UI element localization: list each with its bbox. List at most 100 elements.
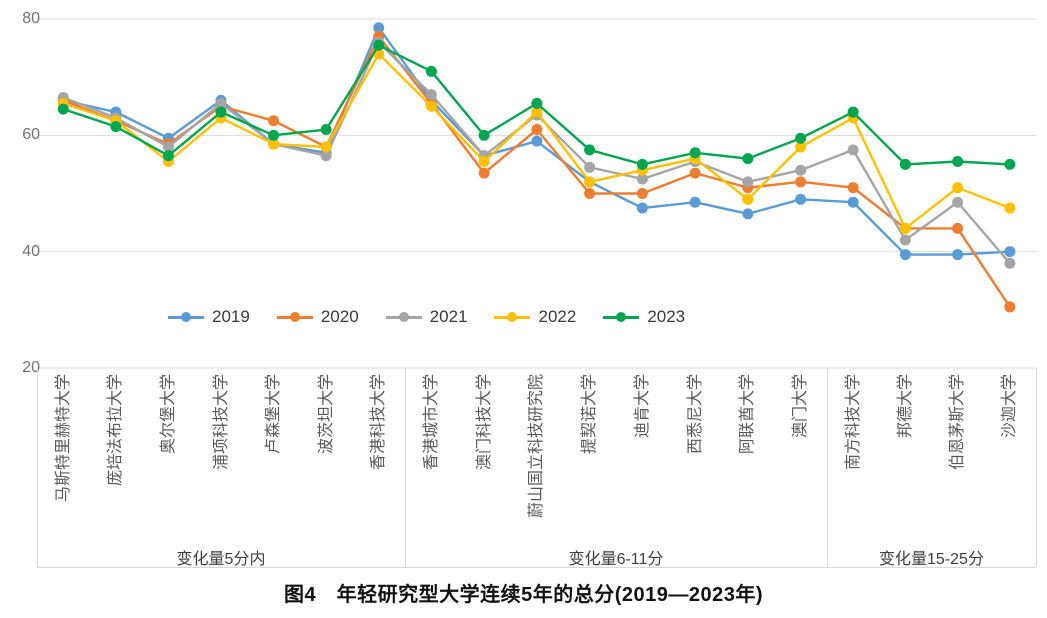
x-axis-label-text: 香港城市大学 — [422, 374, 440, 471]
x-axis-label: 澳门大学 — [792, 374, 810, 534]
data-point-2022 — [952, 182, 964, 194]
legend-item-2020: 2020 — [276, 306, 359, 328]
x-axis-label-text: 卢森堡大学 — [265, 374, 283, 455]
data-point-2023 — [373, 39, 385, 51]
x-axis-label: 澳门科技大学 — [476, 374, 494, 534]
x-axis-label-text: 南方科技大学 — [844, 374, 862, 471]
data-point-2020 — [795, 176, 807, 188]
legend-item-2021: 2021 — [385, 306, 468, 328]
x-axis-label-text: 浦项科技大学 — [212, 374, 230, 471]
x-axis-label-text: 沙迦大学 — [1001, 374, 1019, 439]
data-point-2022 — [425, 100, 437, 112]
x-axis-label-text: 迪肯大学 — [633, 374, 651, 439]
x-axis-label: 马斯特里赫特大学 — [55, 374, 73, 534]
legend-label: 2022 — [538, 307, 577, 326]
x-axis-label-text: 奥尔堡大学 — [159, 374, 177, 455]
x-axis-label: 波茨坦大学 — [318, 374, 336, 534]
legend-marker-icon — [276, 311, 313, 323]
legend-item-2023: 2023 — [603, 306, 685, 328]
data-point-2023 — [57, 103, 69, 115]
y-tick-label: 60 — [22, 126, 40, 144]
data-point-2019 — [1004, 246, 1016, 258]
data-point-2020 — [1004, 301, 1016, 313]
data-point-2021 — [899, 234, 911, 246]
data-point-2020 — [847, 182, 859, 194]
x-axis-label-text: 马斯特里赫特大学 — [54, 374, 72, 503]
legend-marker-icon — [603, 311, 640, 323]
data-point-2019 — [636, 202, 648, 214]
data-point-2022 — [320, 141, 332, 153]
legend-marker-icon — [494, 311, 531, 323]
data-point-2021 — [795, 164, 807, 176]
data-point-2023 — [531, 97, 543, 109]
data-point-2021 — [636, 173, 648, 185]
x-axis-label: 南方科技大学 — [845, 374, 863, 534]
legend-item-2022: 2022 — [494, 306, 576, 328]
group-label: 变化量15-25分 — [879, 551, 984, 568]
data-point-2023 — [425, 65, 437, 77]
group-separator-line — [1036, 368, 1037, 567]
data-point-2021 — [425, 89, 437, 101]
data-point-2021 — [584, 161, 596, 173]
x-axis-label-text: 蔚山国立科技研究院 — [528, 374, 546, 519]
data-point-2023 — [689, 147, 701, 159]
legend-label: 2020 — [320, 307, 359, 326]
x-axis-label: 沙迦大学 — [1001, 374, 1019, 534]
x-axis-label: 伯恩茅斯大学 — [949, 374, 967, 534]
series-line-2020 — [62, 34, 1011, 308]
data-point-2023 — [478, 129, 490, 141]
x-axis-label-text: 香港科技大学 — [370, 374, 388, 471]
data-point-2021 — [952, 196, 964, 208]
data-point-2022 — [478, 156, 490, 168]
data-point-2019 — [952, 249, 964, 261]
x-axis-label: 蔚山国立科技研究院 — [528, 374, 546, 534]
data-point-2020 — [952, 222, 964, 234]
figure-caption: 图4 年轻研究型大学连续5年的总分(2019—2023年) — [283, 584, 764, 606]
data-point-2019 — [847, 196, 859, 208]
data-point-2023 — [215, 106, 227, 118]
data-point-2020 — [268, 115, 280, 127]
chart-legend: 2019 2020 2021 2022 2023 — [168, 306, 685, 328]
data-point-2023 — [1004, 158, 1016, 170]
x-axis-label: 香港科技大学 — [370, 374, 388, 534]
data-point-2019 — [531, 135, 543, 147]
x-axis-label: 邦德大学 — [897, 374, 915, 534]
data-point-2023 — [320, 124, 332, 136]
group-separator-line — [827, 368, 828, 567]
x-axis-label-text: 庞培法布拉大学 — [107, 374, 125, 487]
data-point-2022 — [899, 222, 911, 234]
x-axis-label-text: 提契诺大学 — [581, 374, 599, 455]
x-axis-label-text: 邦德大学 — [896, 374, 914, 439]
x-axis-label: 庞培法布拉大学 — [107, 374, 125, 534]
data-point-2022 — [531, 106, 543, 118]
data-point-2020 — [478, 167, 490, 179]
y-tick-label: 40 — [22, 242, 40, 260]
data-point-2022 — [742, 193, 754, 205]
data-point-2019 — [742, 208, 754, 220]
data-point-2022 — [584, 176, 596, 188]
x-axis-label-text: 伯恩茅斯大学 — [949, 374, 967, 471]
data-point-2021 — [215, 97, 227, 109]
data-point-2023 — [110, 121, 122, 133]
group-separator-line — [37, 368, 38, 567]
data-point-2021 — [162, 141, 174, 153]
data-point-2022 — [795, 141, 807, 153]
data-point-2023 — [162, 150, 174, 162]
data-point-2023 — [899, 158, 911, 170]
legend-label: 2021 — [429, 307, 468, 326]
x-axis-label: 奥尔堡大学 — [160, 374, 178, 534]
data-point-2019 — [373, 22, 385, 34]
group-label: 变化量6-11分 — [568, 551, 664, 568]
data-point-2019 — [899, 249, 911, 261]
data-point-2020 — [636, 188, 648, 199]
data-point-2021 — [1004, 257, 1016, 269]
data-point-2023 — [952, 156, 964, 168]
legend-label: 2023 — [647, 307, 686, 326]
x-axis-label-text: 澳门大学 — [792, 374, 810, 439]
x-axis-label-text: 西悉尼大学 — [686, 374, 704, 455]
x-axis-label: 提契诺大学 — [581, 374, 599, 534]
y-tick-label: 80 — [22, 10, 40, 27]
data-point-2019 — [689, 196, 701, 208]
data-point-2023 — [636, 158, 648, 170]
